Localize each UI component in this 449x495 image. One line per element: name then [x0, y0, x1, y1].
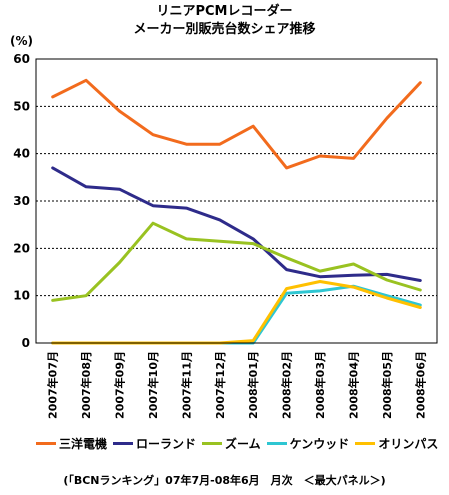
legend-label: 三洋電機 — [59, 436, 108, 451]
legend-swatch — [113, 441, 134, 445]
legend-label: ローランド — [136, 436, 197, 451]
y-tick-label: 40 — [13, 147, 30, 161]
x-tick-label: 2008年05月 — [380, 351, 394, 419]
legend-swatch — [202, 441, 223, 445]
y-tick-label: 0 — [22, 336, 30, 350]
x-tick-label: 2007年08月 — [79, 351, 93, 419]
y-tick-label: 60 — [13, 52, 30, 66]
y-tick-label: 50 — [13, 99, 30, 113]
legend-swatch — [266, 441, 287, 445]
y-tick-label: 30 — [13, 194, 30, 208]
plot-frame — [35, 58, 438, 344]
chart-title: リニアPCMレコーダー — [156, 4, 293, 19]
x-tick-label: 2008年02月 — [280, 351, 294, 419]
legend-label: オリンパス — [378, 436, 439, 451]
chart-subtitle: メーカー別販売台数シェア推移 — [133, 22, 316, 37]
y-tick-label: 20 — [13, 241, 30, 255]
x-tick-label: 2007年07月 — [46, 351, 60, 419]
series-lines — [51, 78, 422, 345]
series-line — [51, 284, 422, 345]
x-tick-label: 2008年01月 — [246, 351, 260, 419]
x-tick-label: 2007年12月 — [213, 351, 227, 419]
legend-item: 三洋電機 — [36, 435, 107, 452]
legend-swatch — [36, 441, 56, 445]
legend-item: ローランド — [113, 435, 196, 452]
legend-item: ケンウッド — [266, 435, 350, 452]
series-line — [51, 221, 422, 302]
legend-item: オリンパス — [355, 435, 438, 452]
y-tick-label: 10 — [13, 289, 30, 303]
x-tick-label: 2008年06月 — [413, 351, 427, 419]
x-tick-label: 2007年10月 — [146, 351, 160, 419]
series-line — [51, 166, 422, 282]
grid-lines — [36, 105, 437, 297]
legend-label: ズーム — [225, 436, 261, 451]
x-tick-label: 2007年11月 — [179, 351, 193, 419]
legend-item: ズーム — [202, 435, 261, 452]
x-tick-label: 2008年04月 — [346, 351, 360, 419]
legend-swatch — [355, 441, 376, 445]
legend-label: ケンウッド — [289, 436, 350, 451]
y-axis-label: (%) — [10, 34, 33, 48]
series-line — [51, 280, 422, 345]
legend: 三洋電機 ローランド ズーム ケンウッド オリンパス — [36, 433, 446, 453]
x-tick-label: 2007年09月 — [113, 351, 127, 419]
series-line — [51, 78, 422, 170]
source-note: (「BCNランキング」07年7月-08年6月 月次 ＜最大パネル＞) — [63, 474, 386, 487]
x-tick-labels: 2007年07月 2007年08月 2007年09月 2007年10月 2007年11月… — [46, 351, 428, 419]
y-tick-labels: 0 10 20 30 40 50 60 — [13, 52, 30, 350]
x-tick-label: 2008年03月 — [313, 351, 327, 419]
